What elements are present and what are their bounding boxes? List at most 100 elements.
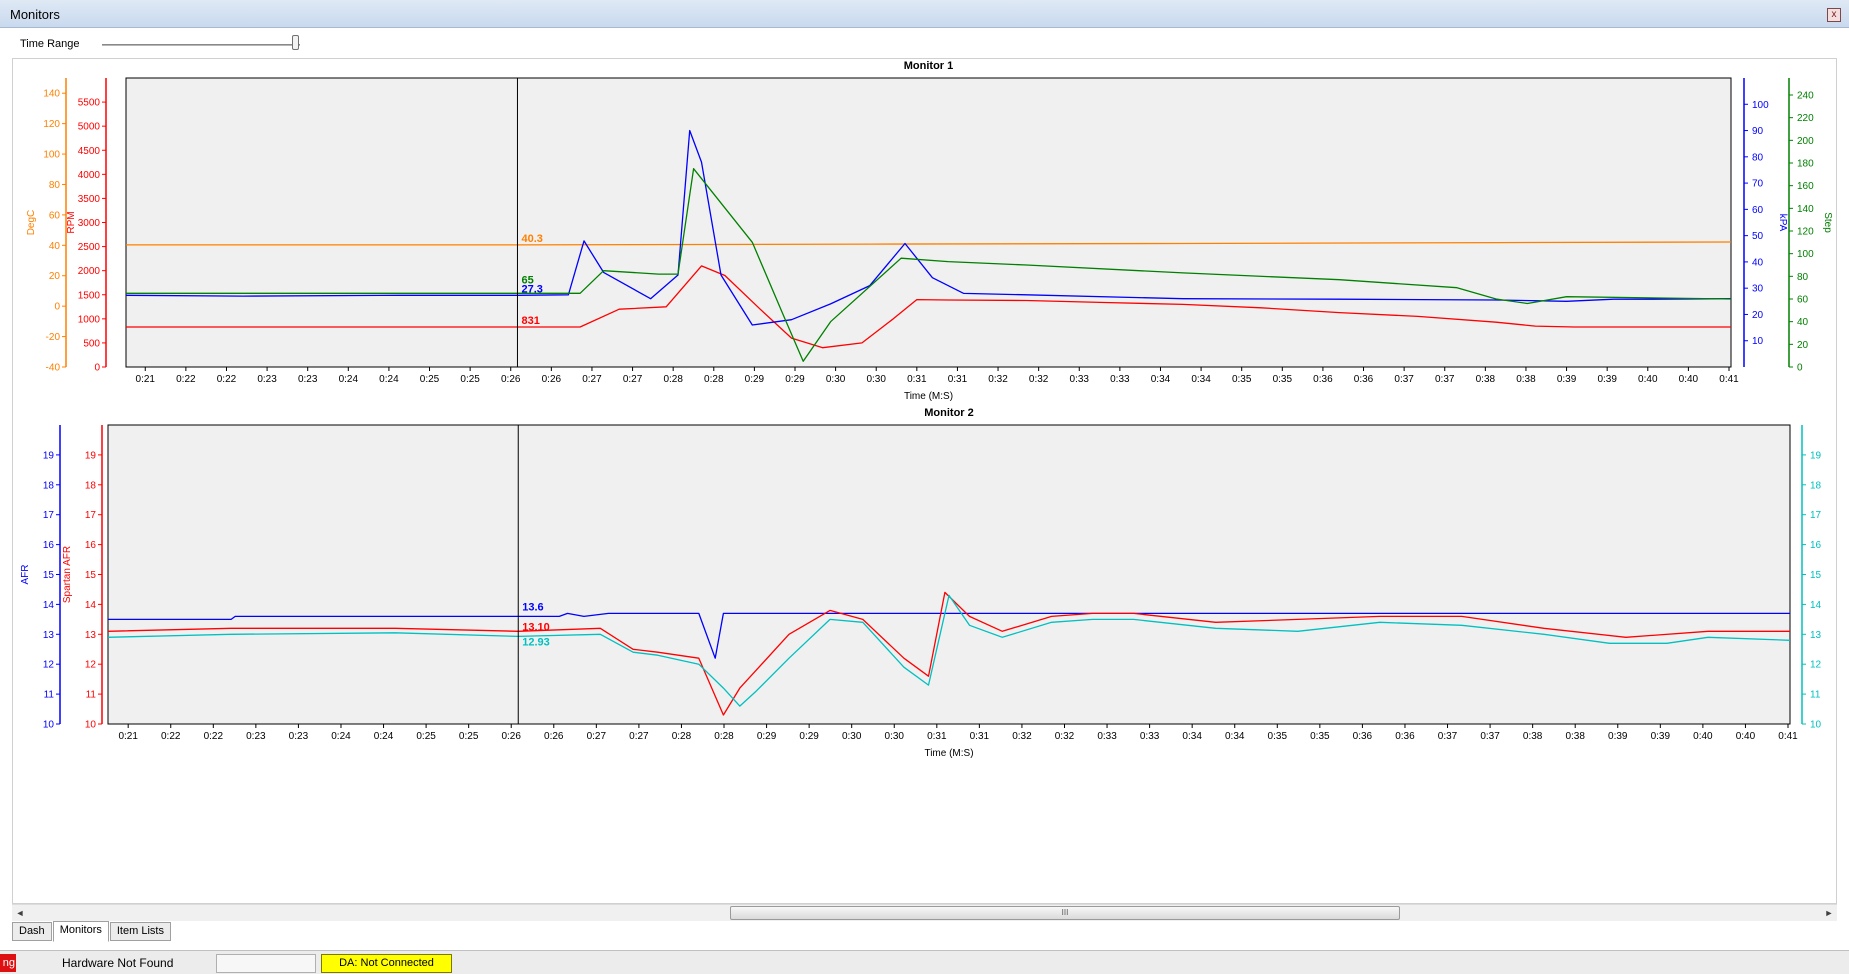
- y-tick-label: -40: [46, 363, 61, 374]
- x-tick-label: 0:40: [1679, 374, 1699, 385]
- y-axis-spartan: 10 11 12 13 14 15 16 17 18 19 Spartan AFR: [62, 425, 103, 731]
- x-tick-label: 0:35: [1232, 374, 1252, 385]
- y-tick-label: 0: [1797, 363, 1803, 374]
- x-tick-label: 0:31: [970, 731, 990, 742]
- y-tick-label: 120: [43, 119, 60, 130]
- scroll-right-arrow-icon[interactable]: ►: [1824, 908, 1834, 918]
- x-tick-label: 0:39: [1651, 731, 1671, 742]
- x-tick-label: 0:30: [866, 374, 886, 385]
- tab-dash[interactable]: Dash: [12, 922, 52, 941]
- y-tick-label: 4000: [78, 170, 101, 181]
- x-tick-label: 0:24: [374, 731, 394, 742]
- y-tick-label: 19: [85, 450, 97, 461]
- y-tick-label: 160: [1797, 181, 1814, 192]
- y-tick-label: 13: [43, 630, 55, 641]
- horizontal-scrollbar[interactable]: ◄ III ►: [12, 904, 1837, 921]
- x-tick-label: 0:32: [1055, 731, 1075, 742]
- plot-area: [125, 77, 1732, 368]
- series-line-mtxl: [107, 594, 1791, 707]
- plot-area: [107, 424, 1791, 725]
- y-tick-label: 10: [43, 720, 55, 731]
- x-tick-label: 0:25: [460, 374, 480, 385]
- y-tick-label: 11: [44, 690, 55, 701]
- x-axis-label: Time (M:S): [924, 748, 973, 759]
- y-tick-label: 5500: [78, 98, 101, 109]
- cursor-value-label-afr: 13.6: [522, 601, 543, 613]
- y-axis-title: AFR: [20, 565, 31, 585]
- y-tick-label: 20: [49, 271, 61, 282]
- y-tick-label: 3000: [78, 218, 101, 229]
- y-tick-label: 100: [1752, 100, 1769, 111]
- y-axis-degc: -40 -20 0 20 40 60 80 100 120 140 DegC: [26, 78, 67, 374]
- y-tick-label: 11: [86, 690, 97, 701]
- title-bar: Monitors x: [0, 0, 1849, 28]
- y-tick-label: 80: [1797, 272, 1809, 283]
- x-tick-label: 0:39: [1597, 374, 1617, 385]
- y-tick-label: 12: [85, 660, 97, 671]
- x-tick-label: 0:34: [1151, 374, 1171, 385]
- chart-title: Monitor 1: [904, 60, 954, 72]
- x-tick-label: 0:33: [1097, 731, 1117, 742]
- y-tick-label: 100: [1797, 249, 1814, 260]
- y-tick-label: 70: [1752, 179, 1764, 190]
- cursor-value-label-mtxl: 12.93: [522, 636, 550, 648]
- y-tick-label: 140: [1797, 204, 1814, 215]
- x-tick-label: 0:33: [1070, 374, 1090, 385]
- x-tick-label: 0:35: [1268, 731, 1288, 742]
- y-axis-title: MTX-L AFR: [1835, 549, 1838, 601]
- y-tick-label: 1000: [78, 314, 101, 325]
- status-bar: ng Hardware Not Found DA: Not Connected: [0, 950, 1849, 974]
- x-tick-label: 0:26: [544, 731, 564, 742]
- toolbar: Time Range: [12, 30, 1837, 56]
- x-tick-label: 0:33: [1140, 731, 1160, 742]
- x-tick-label: 0:41: [1778, 731, 1798, 742]
- x-tick-label: 0:28: [663, 374, 683, 385]
- x-tick-label: 0:31: [907, 374, 927, 385]
- x-tick-label: 0:27: [582, 374, 602, 385]
- x-tick-label: 0:32: [1012, 731, 1032, 742]
- time-range-slider-track[interactable]: [102, 44, 300, 46]
- y-tick-label: 5000: [78, 122, 101, 133]
- y-tick-label: 15: [43, 570, 55, 581]
- y-axis-kpa: 10 20 30 40 50 60 70 80 90 100 kPA: [1743, 78, 1788, 367]
- x-tick-label: 0:32: [988, 374, 1008, 385]
- y-tick-label: 180: [1797, 159, 1814, 170]
- scrollbar-thumb[interactable]: III: [730, 906, 1400, 920]
- x-tick-label: 0:39: [1557, 374, 1577, 385]
- time-range-label: Time Range: [20, 38, 80, 50]
- y-tick-label: 16: [85, 540, 97, 551]
- tab-item-lists[interactable]: Item Lists: [109, 922, 171, 941]
- cursor-value-label-spartan: 13.10: [522, 621, 550, 633]
- monitor-charts: Monitor 1 0:21 0:22 0:22 0:23 0:23 0:24 0:24 0:2…: [20, 60, 1838, 759]
- hardware-status: Hardware Not Found: [62, 956, 174, 970]
- cursor-value-label-degc: 40.3: [521, 233, 542, 245]
- y-tick-label: 0: [94, 363, 100, 374]
- x-tick-label: 0:26: [501, 731, 521, 742]
- cursor-value-label-kpa: 27.3: [521, 283, 542, 295]
- x-tick-label: 0:26: [501, 374, 521, 385]
- x-tick-label: 0:37: [1480, 731, 1500, 742]
- x-tick-label: 0:21: [118, 731, 138, 742]
- time-range-slider-thumb[interactable]: [292, 35, 299, 50]
- series-line-step: [126, 168, 1732, 362]
- x-tick-label: 0:34: [1225, 731, 1245, 742]
- y-tick-label: 80: [1752, 152, 1764, 163]
- y-tick-label: 40: [1752, 257, 1764, 268]
- x-tick-label: 0:29: [745, 374, 765, 385]
- y-tick-label: 15: [85, 570, 97, 581]
- x-tick-label: 0:22: [204, 731, 224, 742]
- x-tick-label: 0:29: [757, 731, 777, 742]
- x-tick-label: 0:31: [927, 731, 947, 742]
- x-tick-label: 0:22: [161, 731, 181, 742]
- y-tick-label: 14: [43, 600, 55, 611]
- x-tick-label: 0:25: [420, 374, 440, 385]
- scroll-left-arrow-icon[interactable]: ◄: [15, 908, 25, 918]
- y-tick-label: 10: [85, 720, 97, 731]
- y-tick-label: 500: [83, 338, 100, 349]
- y-tick-label: 16: [43, 540, 55, 551]
- x-tick-label: 0:28: [714, 731, 734, 742]
- tab-monitors[interactable]: Monitors: [52, 921, 109, 942]
- y-tick-label: 19: [43, 450, 55, 461]
- close-button[interactable]: x: [1827, 8, 1841, 22]
- x-tick-label: 0:34: [1182, 731, 1202, 742]
